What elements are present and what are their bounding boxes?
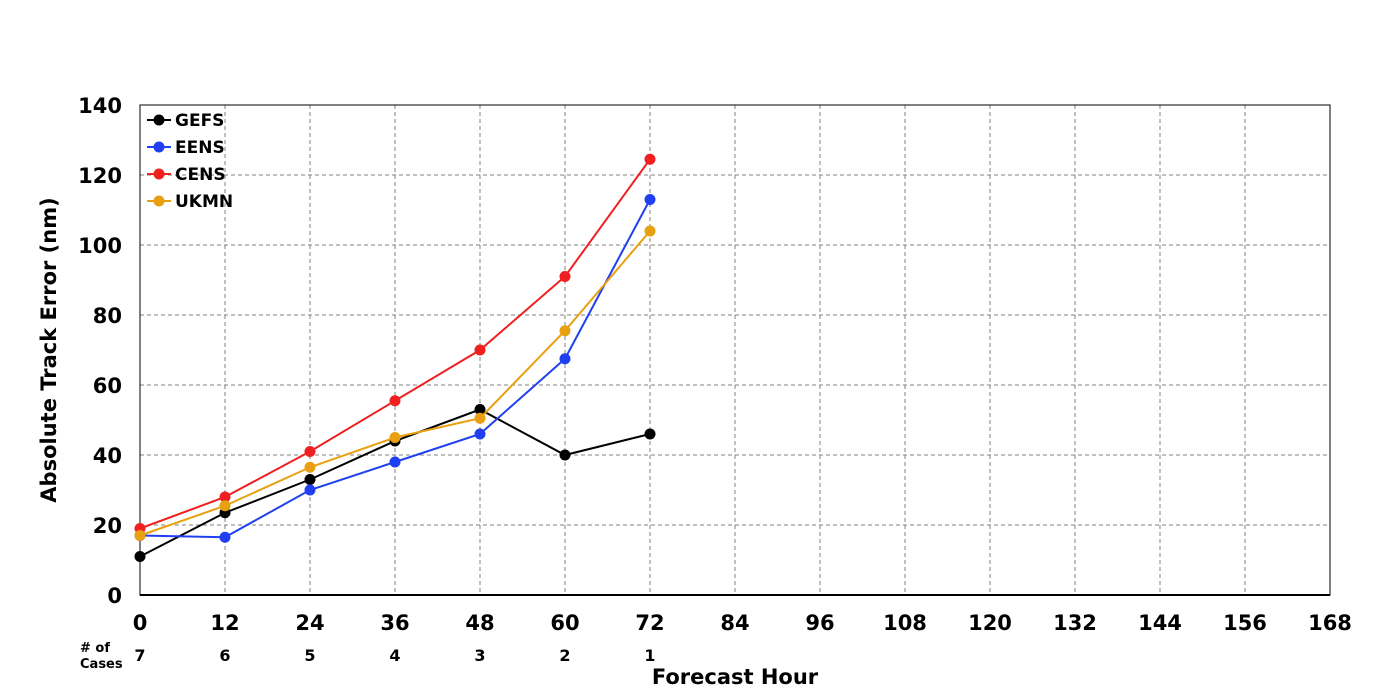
case-count: 4 — [389, 646, 400, 665]
data-point-ukmn — [644, 225, 656, 237]
legend-entry-gefs: GEFS — [147, 111, 224, 131]
data-point-ukmn — [134, 530, 146, 541]
legend-marker — [153, 114, 165, 126]
legend-label: CENS — [175, 165, 226, 185]
legend-marker — [153, 195, 165, 207]
legend-marker — [153, 141, 165, 153]
y-tick-labels: 0 20 40 60 80 100 120 140 — [78, 94, 122, 608]
y-tick-label: 40 — [93, 444, 122, 468]
data-point-eens — [474, 428, 486, 440]
case-count: 3 — [474, 646, 485, 665]
data-point-ukmn — [389, 432, 401, 443]
data-point-ukmn — [219, 500, 231, 512]
series-layer — [134, 153, 656, 562]
series-cens — [134, 153, 656, 534]
case-count: 5 — [304, 646, 315, 665]
series-ukmn — [134, 225, 656, 541]
x-axis-title: Forecast Hour — [652, 665, 819, 689]
x-tick-label: 12 — [210, 611, 239, 635]
data-point-cens — [559, 271, 571, 282]
x-tick-label: 108 — [883, 611, 927, 635]
case-count: 7 — [134, 646, 145, 665]
x-tick-label: 60 — [550, 611, 579, 635]
x-tick-label: 36 — [380, 611, 409, 635]
data-point-cens — [389, 395, 401, 407]
data-point-cens — [644, 153, 656, 165]
x-tick-label: 48 — [465, 611, 494, 635]
x-tick-label: 120 — [968, 611, 1012, 635]
y-tick-label: 140 — [78, 94, 122, 118]
x-tick-label: 0 — [133, 611, 148, 635]
data-point-cens — [474, 344, 486, 356]
x-tick-label: 96 — [805, 611, 834, 635]
data-point-eens — [389, 456, 401, 468]
data-point-gefs — [474, 404, 486, 415]
y-tick-label: 120 — [78, 164, 122, 188]
legend: GEFS EENS CENS UKMN — [147, 111, 233, 212]
legend-entry-cens: CENS — [147, 165, 226, 185]
data-point-cens — [219, 491, 231, 503]
x-tick-label: 132 — [1053, 611, 1097, 635]
x-tick-label: 156 — [1223, 611, 1267, 635]
data-point-cens — [304, 446, 316, 457]
legend-label: UKMN — [175, 192, 233, 212]
data-point-gefs — [644, 428, 656, 440]
x-tick-label: 144 — [1138, 611, 1182, 635]
x-tick-label: 168 — [1308, 611, 1352, 635]
data-point-eens — [304, 484, 316, 496]
legend-entry-ukmn: UKMN — [147, 192, 233, 212]
legend-label: GEFS — [175, 111, 224, 131]
case-count: 2 — [559, 646, 570, 665]
data-point-eens — [219, 531, 231, 543]
data-point-eens — [559, 353, 571, 365]
x-tick-label: 84 — [720, 611, 749, 635]
y-tick-label: 20 — [93, 514, 122, 538]
y-tick-label: 80 — [93, 304, 122, 328]
case-count: 1 — [644, 646, 655, 665]
y-tick-label: 0 — [107, 584, 122, 608]
data-point-gefs — [134, 551, 146, 562]
x-tick-labels: 0 12 24 36 48 60 72 84 96 108 120 132 144 156 168 — [133, 611, 1352, 635]
data-point-eens — [644, 194, 656, 205]
data-point-ukmn — [304, 461, 316, 473]
x-tick-label: 24 — [295, 611, 324, 635]
data-point-ukmn — [474, 412, 486, 424]
legend-label: EENS — [175, 138, 225, 158]
data-point-gefs — [559, 449, 571, 461]
plot-frame — [139, 104, 1331, 596]
cases-row: # of Cases 7 6 5 4 3 2 1 — [80, 641, 656, 672]
data-point-gefs — [304, 474, 316, 485]
legend-entry-eens: EENS — [147, 138, 225, 158]
x-tick-label: 72 — [635, 611, 664, 635]
y-axis-title: Absolute Track Error (nm) — [37, 197, 61, 502]
y-tick-label: 100 — [78, 234, 122, 258]
case-count: 6 — [219, 646, 230, 665]
cases-label-line2: Cases — [80, 657, 123, 672]
cases-label-line1: # of — [80, 641, 110, 656]
data-point-ukmn — [559, 325, 571, 337]
legend-marker — [153, 168, 165, 180]
grid-lines — [140, 105, 1330, 596]
y-tick-label: 60 — [93, 374, 122, 398]
